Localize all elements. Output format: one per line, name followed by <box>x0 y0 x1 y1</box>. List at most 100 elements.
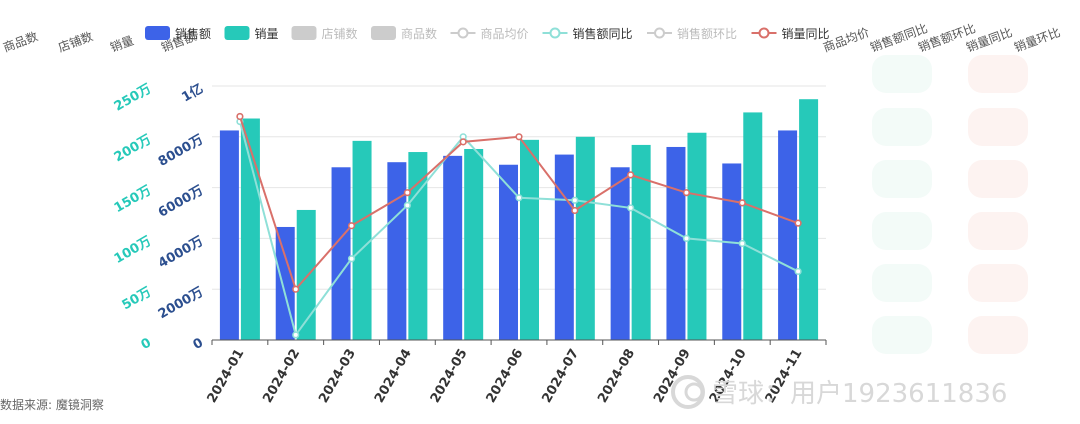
left-axis-label: 6000万 <box>156 183 206 221</box>
x-tick-label: 2024-08 <box>595 347 638 406</box>
x-tick-label: 2024-05 <box>428 347 471 406</box>
point-volume-yoy[interactable] <box>738 199 746 207</box>
bar-sales-amount[interactable] <box>722 163 742 340</box>
bar-sales-volume[interactable] <box>240 118 260 341</box>
bar-sales-amount[interactable] <box>554 154 574 340</box>
right-axis-label: 150万 <box>112 183 154 216</box>
point-amount-yoy[interactable] <box>571 196 579 204</box>
point-amount-yoy[interactable] <box>347 255 356 263</box>
bar-sales-volume[interactable] <box>575 136 595 340</box>
watermark: 雪球：用户1923611836 <box>671 375 1007 409</box>
point-volume-yoy[interactable] <box>515 133 523 141</box>
left-axis-label: 0 <box>191 335 206 353</box>
legend-item[interactable]: 销量 <box>224 26 279 41</box>
x-tick-label: 2024-07 <box>539 347 582 406</box>
point-amount-yoy[interactable] <box>403 201 411 209</box>
x-tick-label: 2024-04 <box>372 347 415 406</box>
legend-swatch <box>224 26 250 40</box>
point-volume-yoy[interactable] <box>403 189 411 197</box>
legend-item[interactable]: 销售额 <box>145 26 211 41</box>
table-headers-right: 商品均价 销售额同比 销售额环比 销量同比 销量环比 <box>821 20 1062 55</box>
bar-sales-volume[interactable] <box>408 152 428 340</box>
right-axis-label: 200万 <box>112 132 154 165</box>
line-amount-yoy <box>238 121 799 338</box>
legend-swatch-marker <box>758 27 770 39</box>
legend-swatch-marker <box>457 27 469 39</box>
x-tick-label: 2024-03 <box>316 347 359 406</box>
legend-item[interactable]: 商品均价 <box>450 26 529 41</box>
legend-swatch <box>291 26 317 40</box>
point-volume-yoy[interactable] <box>682 189 691 197</box>
legend-swatch-marker <box>654 27 665 39</box>
x-tick-label: 2024-06 <box>484 347 527 406</box>
line-volume-yoy <box>238 116 799 292</box>
point-volume-yoy[interactable] <box>627 171 635 179</box>
left-axis-label: 8000万 <box>156 132 206 170</box>
legend-label: 商品均价 <box>481 26 529 41</box>
header-store-count: 店铺数 <box>56 28 95 54</box>
point-volume-yoy[interactable] <box>236 112 244 121</box>
bars <box>219 99 819 341</box>
legend: 销售额 销量 店铺数 商品数 商品均价 销售额同比 销售额环比 销量同比 <box>145 26 830 41</box>
point-volume-yoy[interactable] <box>794 219 802 227</box>
header-sales-volume: 销量 <box>108 33 135 54</box>
legend-label: 销量 <box>255 27 279 41</box>
right-axis-label: 0 <box>139 335 154 353</box>
right-axis-label: 50万 <box>120 285 154 314</box>
bar-sales-amount[interactable] <box>443 155 463 340</box>
legend-label: 店铺数 <box>322 26 358 41</box>
legend-swatch-marker <box>549 27 561 39</box>
point-amount-yoy[interactable] <box>682 234 691 242</box>
left-axis-label: 1亿 <box>179 81 206 106</box>
bar-sales-volume[interactable] <box>352 140 372 340</box>
point-amount-yoy[interactable] <box>738 239 746 248</box>
point-amount-yoy[interactable] <box>515 194 523 202</box>
bar-sales-volume[interactable] <box>296 209 316 340</box>
watermark-logo-icon <box>671 375 705 409</box>
legend-item[interactable]: 销量同比 <box>751 27 830 41</box>
data-source: 数据来源: 魔镜洞察 <box>0 397 104 412</box>
bar-sales-volume[interactable] <box>687 132 707 340</box>
watermark-text: 雪球：用户1923611836 <box>712 379 1007 409</box>
x-tick-label: 2024-01 <box>205 347 248 406</box>
legend-label: 销售额 <box>175 26 211 41</box>
legend-label: 销售额环比 <box>677 26 737 41</box>
header-product-count: 商品数 <box>1 28 40 54</box>
bar-sales-volume[interactable] <box>464 148 484 340</box>
bar-sales-amount[interactable] <box>778 130 798 340</box>
point-volume-yoy[interactable] <box>292 285 300 293</box>
bar-sales-amount[interactable] <box>610 167 630 340</box>
legend-swatch <box>371 26 396 40</box>
point-volume-yoy[interactable] <box>571 206 579 215</box>
bar-sales-amount[interactable] <box>666 146 686 340</box>
legend-item[interactable]: 商品数 <box>371 26 437 41</box>
point-amount-yoy[interactable] <box>794 267 802 276</box>
right-axis-label: 100万 <box>112 234 154 267</box>
bar-sales-volume[interactable] <box>743 112 763 340</box>
legend-item[interactable]: 店铺数 <box>291 26 358 41</box>
bar-sales-amount[interactable] <box>499 164 518 340</box>
point-amount-yoy[interactable] <box>627 204 635 212</box>
x-tick-label: 2024-02 <box>260 347 303 406</box>
bar-sales-volume[interactable] <box>520 139 539 340</box>
header-volume-mom: 销量环比 <box>1012 25 1062 55</box>
bar-sales-volume[interactable] <box>799 99 819 340</box>
lines <box>236 112 802 339</box>
bar-sales-amount[interactable] <box>219 130 239 340</box>
left-axis-label: 2000万 <box>156 285 206 323</box>
point-volume-yoy[interactable] <box>347 222 356 230</box>
legend-label: 销量同比 <box>782 27 830 41</box>
legend-item[interactable]: 销售额环比 <box>647 26 737 41</box>
bar-sales-amount[interactable] <box>331 167 351 340</box>
left-axis-label: 4000万 <box>156 234 206 272</box>
legend-label: 销售额同比 <box>573 26 633 41</box>
legend-swatch <box>145 26 170 40</box>
bar-sales-volume[interactable] <box>631 144 651 340</box>
legend-item[interactable]: 销售额同比 <box>542 26 633 41</box>
bar-sales-amount[interactable] <box>387 162 407 340</box>
point-amount-yoy[interactable] <box>292 331 300 339</box>
right-axis-label: 250万 <box>112 81 154 114</box>
blurred-table-cells <box>872 55 1028 354</box>
point-volume-yoy[interactable] <box>459 138 467 146</box>
